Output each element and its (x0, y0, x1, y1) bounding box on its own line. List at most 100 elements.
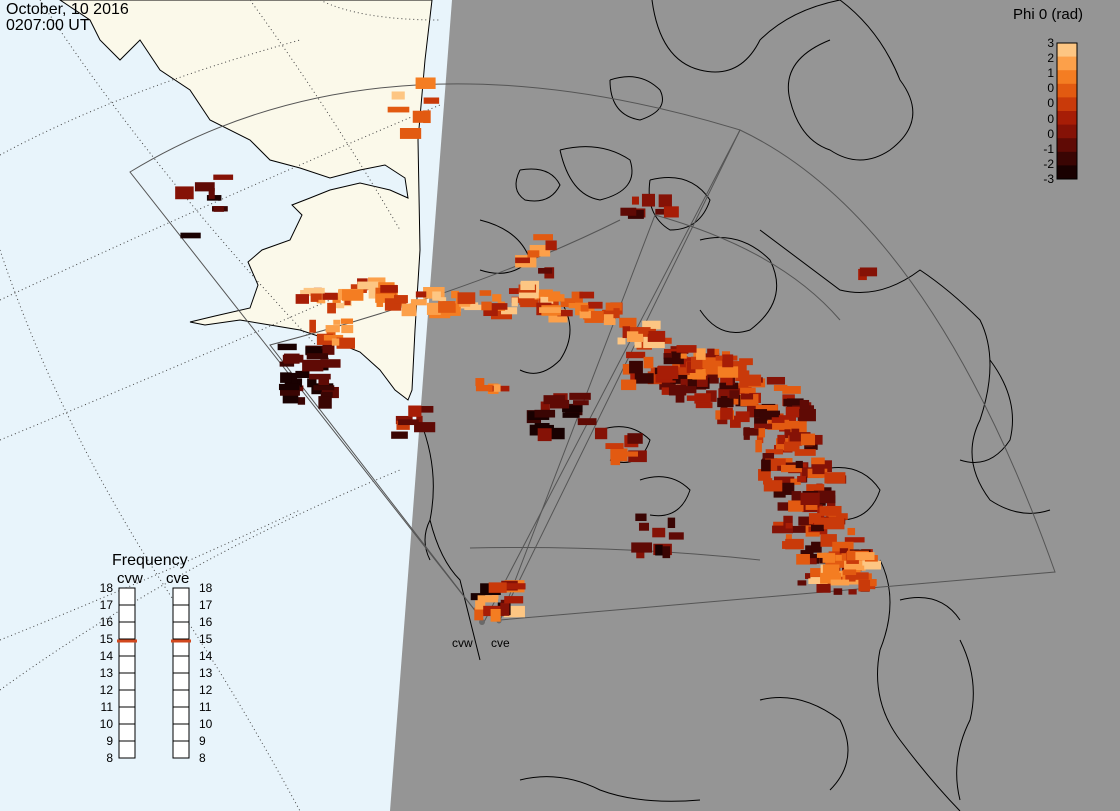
scatter-cell (549, 399, 570, 409)
scatter-cell (765, 449, 784, 455)
frequency-bar-cell (118, 740, 136, 759)
scatter-cell (527, 250, 540, 258)
scatter-cell (655, 208, 672, 215)
daylight-land (59, 0, 433, 401)
scatter-cell (624, 451, 639, 457)
scatter-cell (451, 290, 459, 299)
backscatter-cells (175, 77, 881, 622)
frequency-bar-cell (118, 706, 136, 725)
scatter-cell (810, 524, 824, 532)
scatter-cell (726, 372, 733, 386)
colorbar-tick-label: 0 (1047, 96, 1054, 111)
scatter-cell (577, 418, 597, 426)
scatter-cell (277, 343, 297, 351)
phi0-colorbar (1056, 42, 1078, 180)
scatter-cell (837, 570, 846, 577)
scatter-cell (740, 394, 759, 407)
colorbar-segment (1057, 70, 1077, 85)
scatter-cell (544, 291, 561, 297)
scatter-cell (213, 206, 224, 212)
scatter-cell (810, 568, 829, 577)
scatter-cell (518, 290, 539, 299)
scatter-cell (376, 295, 384, 307)
colorbar-segment (1057, 56, 1077, 71)
scatter-cell (398, 419, 419, 426)
scatter-cell (629, 360, 643, 374)
scatter-cell (740, 393, 754, 400)
scatter-cell (414, 422, 436, 433)
colorbar-tick-label: 0 (1047, 126, 1054, 141)
frequency-panel: Frequency cvw cve 18 18 17 17 16 16 15 15 14 14 13… (100, 552, 213, 765)
scatter-cell (642, 320, 661, 330)
colorbar-segment (1057, 97, 1077, 112)
scatter-cell (782, 541, 802, 549)
scatter-cell (336, 337, 356, 349)
scatter-cell (307, 378, 317, 388)
scatter-cell (668, 384, 687, 396)
scatter-cell (194, 182, 215, 192)
frequency-scale-label: 15 (199, 632, 213, 646)
scatter-cell (805, 545, 815, 553)
scatter-cell (488, 303, 508, 310)
scatter-cell (799, 408, 816, 422)
frequency-bar-cell (172, 672, 190, 691)
scatter-cell (657, 366, 679, 380)
scatter-cell (772, 525, 793, 534)
scatter-cell (475, 378, 485, 387)
frequency-bar-cell (172, 689, 190, 708)
scatter-cell (652, 527, 666, 538)
scatter-cell (568, 302, 579, 309)
frequency-bar-cell (172, 655, 190, 674)
cvw-radar-label: cvw (452, 636, 473, 650)
frequency-bar-cell (172, 706, 190, 725)
scatter-cell (720, 375, 732, 388)
scatter-cell (842, 569, 857, 576)
scatter-cell (605, 302, 622, 311)
colorbar-tick-label: 3 (1047, 36, 1054, 50)
frequency-scale-label: 12 (100, 683, 114, 697)
scatter-cell (663, 357, 684, 365)
frequency-cve-label: cve (166, 570, 189, 587)
colorbar-title: Phi 0 (rad) (1013, 6, 1084, 23)
scatter-cell (594, 427, 608, 440)
scatter-cell (717, 366, 739, 378)
scatter-cell (631, 196, 639, 205)
scatter-cell (739, 358, 753, 366)
scatter-cell (622, 326, 631, 339)
scatter-cell (794, 449, 816, 456)
scatter-cell (740, 387, 756, 393)
scatter-cell (320, 391, 333, 398)
frequency-scale-label: 9 (199, 734, 206, 748)
scatter-cell (812, 466, 825, 475)
colorbar-segment (1057, 43, 1077, 58)
scatter-cell (777, 502, 794, 511)
cvw-site-marker (479, 619, 485, 625)
scatter-cell (719, 382, 739, 390)
scatter-cell (800, 492, 820, 506)
scatter-cell (763, 480, 783, 492)
scatter-cell (811, 457, 825, 465)
scatter-cell (758, 428, 766, 438)
scatter-cell (520, 299, 539, 308)
scatter-cell (620, 207, 637, 216)
scatter-cell (413, 405, 434, 413)
scatter-cell (799, 399, 810, 410)
scatter-cell (717, 397, 734, 408)
scatter-cell (848, 589, 857, 595)
scatter-cell (327, 302, 336, 314)
scatter-cell (432, 291, 441, 301)
scatter-cell (534, 409, 556, 418)
scatter-cell (282, 391, 299, 404)
frequency-scale-label: 13 (199, 666, 213, 680)
graticule (0, 0, 441, 811)
scatter-cell (508, 288, 522, 294)
scatter-cell (391, 91, 405, 100)
scatter-cell (539, 307, 561, 313)
scatter-cell (771, 417, 785, 423)
scatter-cell (627, 433, 643, 444)
scatter-cell (588, 301, 603, 309)
scatter-cell (477, 595, 498, 603)
scatter-cell (475, 384, 493, 392)
scatter-cell (410, 299, 427, 306)
scatter-cell (579, 310, 591, 319)
